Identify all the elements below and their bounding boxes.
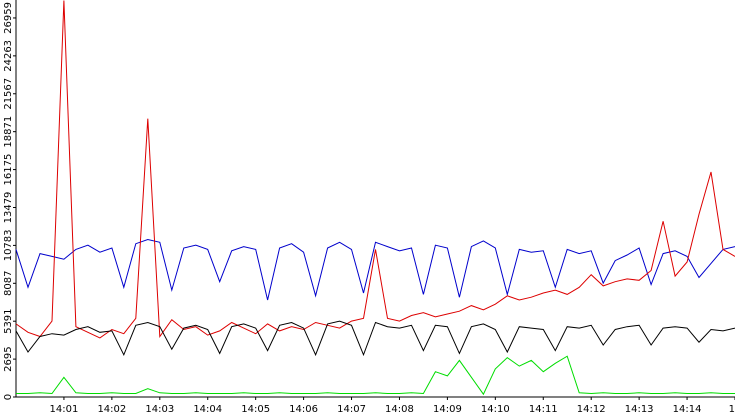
series-line — [16, 355, 735, 396]
x-tick-label: 14:09 — [433, 404, 462, 415]
y-tick-label: 21567 — [3, 78, 14, 110]
y-tick-label: 16175 — [3, 154, 14, 186]
y-tick-label: 26959 — [3, 2, 14, 34]
x-tick-label: 14:10 — [481, 404, 510, 415]
x-tick-label: 14:03 — [145, 404, 174, 415]
x-tick-label: 14:13 — [625, 404, 654, 415]
y-tick-label: 0 — [3, 394, 14, 400]
y-tick-label: 5391 — [3, 308, 14, 333]
y-tick-label: 8087 — [3, 271, 14, 296]
x-tick-label: 14:04 — [193, 404, 222, 415]
x-tick-label: 14:06 — [289, 404, 318, 415]
y-tick-label: 2695 — [3, 346, 14, 371]
series-line — [15, 238, 735, 301]
series-line — [15, 0, 735, 339]
series-line — [15, 320, 735, 357]
x-tick-label: 14:07 — [337, 404, 366, 415]
x-tick-label: 14 — [729, 404, 735, 415]
x-tick-label: 14:02 — [97, 404, 126, 415]
x-tick-label: 14:12 — [577, 404, 606, 415]
x-tick-label: 14:01 — [50, 404, 79, 415]
x-tick-label: 14:08 — [385, 404, 414, 415]
y-tick-label: 24263 — [3, 40, 14, 72]
y-tick-label: 13479 — [3, 192, 14, 224]
y-tick-label: 18871 — [3, 116, 14, 148]
x-tick-label: 14:14 — [673, 404, 702, 415]
y-tick-label: 10783 — [3, 229, 14, 261]
x-tick-label: 14:05 — [241, 404, 270, 415]
x-tick-label: 14:11 — [529, 404, 558, 415]
